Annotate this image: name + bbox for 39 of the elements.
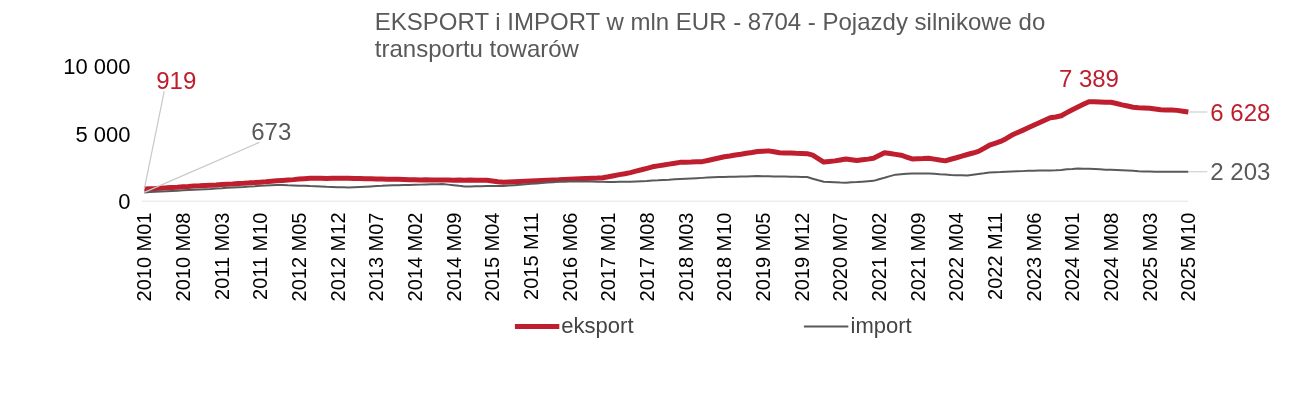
x-tick-label: 2024 M01	[1061, 212, 1084, 302]
x-tick-label: 2016 M06	[558, 212, 581, 302]
x-tick-label: 2020 M07	[829, 212, 852, 302]
x-tick-label: 2017 M08	[635, 212, 658, 302]
x-tick-label: 2021 M02	[867, 212, 890, 302]
x-tick-label: 2018 M03	[674, 212, 697, 302]
x-tick-label: 2023 M06	[1022, 212, 1045, 302]
x-tick-label: 2024 M08	[1100, 212, 1123, 302]
x-tick-label: 2022 M11	[984, 212, 1006, 300]
x-tick-label: 2025 M03	[1138, 212, 1161, 302]
legend-label: eksport	[561, 313, 634, 339]
data-label: 2 203	[1210, 158, 1271, 186]
y-tick-label: 10 000	[63, 54, 131, 79]
x-tick-label: 2010 M01	[133, 212, 156, 302]
x-tick-label: 2022 M04	[945, 212, 968, 302]
x-tick-label: 2011 M10	[249, 212, 272, 300]
data-label: 7 389	[1058, 64, 1119, 92]
x-tick-label: 2012 M12	[326, 212, 349, 302]
data-label: 673	[251, 118, 292, 146]
x-tick-label: 2012 M05	[287, 212, 310, 302]
x-tick-label: 2025 M10	[1177, 212, 1200, 302]
x-tick-label: 2019 M12	[790, 212, 813, 302]
x-tick-label: 2017 M01	[597, 212, 620, 302]
chart-title: EKSPORT i IMPORT w mln EUR - 8704 - Pojazdy silnikowe do transportu towarów	[374, 7, 1046, 62]
x-tick-label: 2021 M09	[906, 212, 929, 302]
x-tick-label: 2013 M07	[365, 212, 388, 302]
data-label: 919	[156, 67, 197, 95]
data-label: 6 628	[1210, 98, 1271, 126]
x-tick-label: 2010 M08	[171, 212, 194, 302]
x-tick-label: 2015 M11	[519, 212, 542, 300]
y-tick-label: 0	[118, 189, 131, 214]
y-tick-label: 5 000	[75, 121, 131, 147]
x-tick-label: 2011 M03	[210, 212, 233, 300]
legend-label: import	[850, 313, 912, 339]
x-tick-label: 2019 M05	[751, 212, 774, 302]
x-tick-label: 2014 M02	[403, 212, 426, 302]
x-tick-label: 2015 M04	[481, 212, 504, 302]
x-tick-label: 2018 M10	[713, 212, 736, 302]
x-tick-label: 2014 M09	[442, 212, 465, 302]
